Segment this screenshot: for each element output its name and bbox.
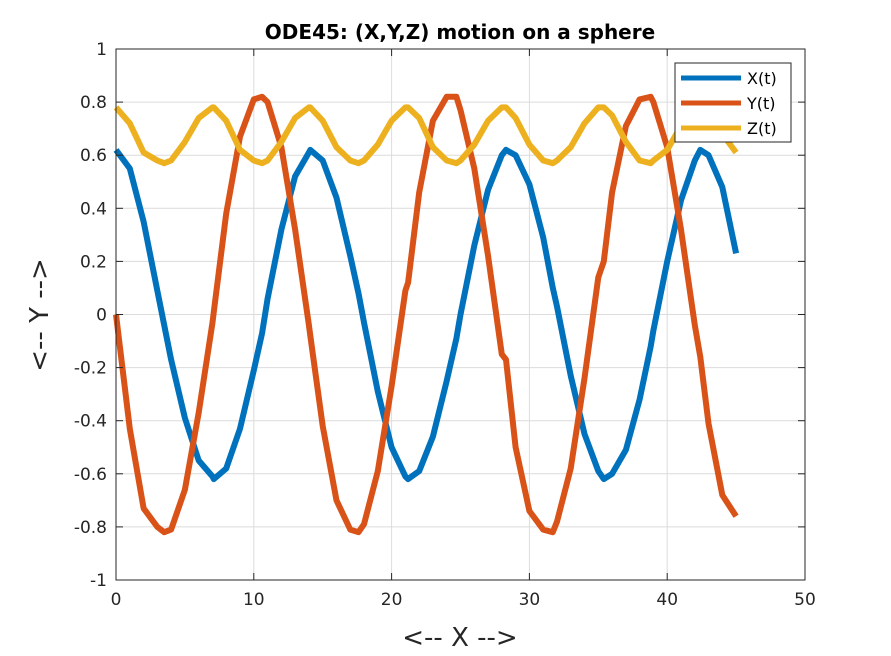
y-tick-label: -0.2 [74,359,107,379]
legend-label-y: Y(t) [746,94,776,113]
y-tick-labels: -1 -0.8 -0.6 -0.4 -0.2 0 0.2 0.4 0.6 0.8 1 [74,40,107,591]
y-tick-label: 0.2 [80,252,107,272]
y-tick-label: -0.4 [74,412,107,432]
series-y-line [113,93,739,536]
x-tick-label: 50 [794,590,816,610]
axis-ticks [115,48,806,581]
series-x-line [113,146,740,483]
series-lines [113,93,740,536]
y-tick-label: 0 [96,306,107,326]
x-tick-label: 0 [111,590,122,610]
x-tick-label: 40 [656,590,678,610]
y-tick-label: 1 [96,40,107,60]
x-tick-label: 10 [243,590,265,610]
y-tick-label: 0.4 [80,199,107,219]
series-z-line [113,104,739,167]
legend-label-x: X(t) [747,69,777,88]
x-tick-label: 20 [381,590,403,610]
y-tick-label: 0.8 [80,93,107,113]
chart-title: ODE45: (X,Y,Z) motion on a sphere [265,20,655,44]
y-tick-label: -1 [90,571,107,591]
x-tick-label: 30 [519,590,541,610]
y-tick-label: -0.8 [74,518,107,538]
y-axis-label: <-- Y --> [25,258,55,372]
legend: X(t) Y(t) Z(t) [674,62,792,143]
legend-label-z: Z(t) [747,119,777,138]
x-axis-label: <-- X --> [402,623,517,653]
x-tick-labels: 0 10 20 30 40 50 [111,590,816,610]
y-tick-label: 0.6 [80,146,107,166]
y-tick-label: -0.6 [74,465,107,485]
